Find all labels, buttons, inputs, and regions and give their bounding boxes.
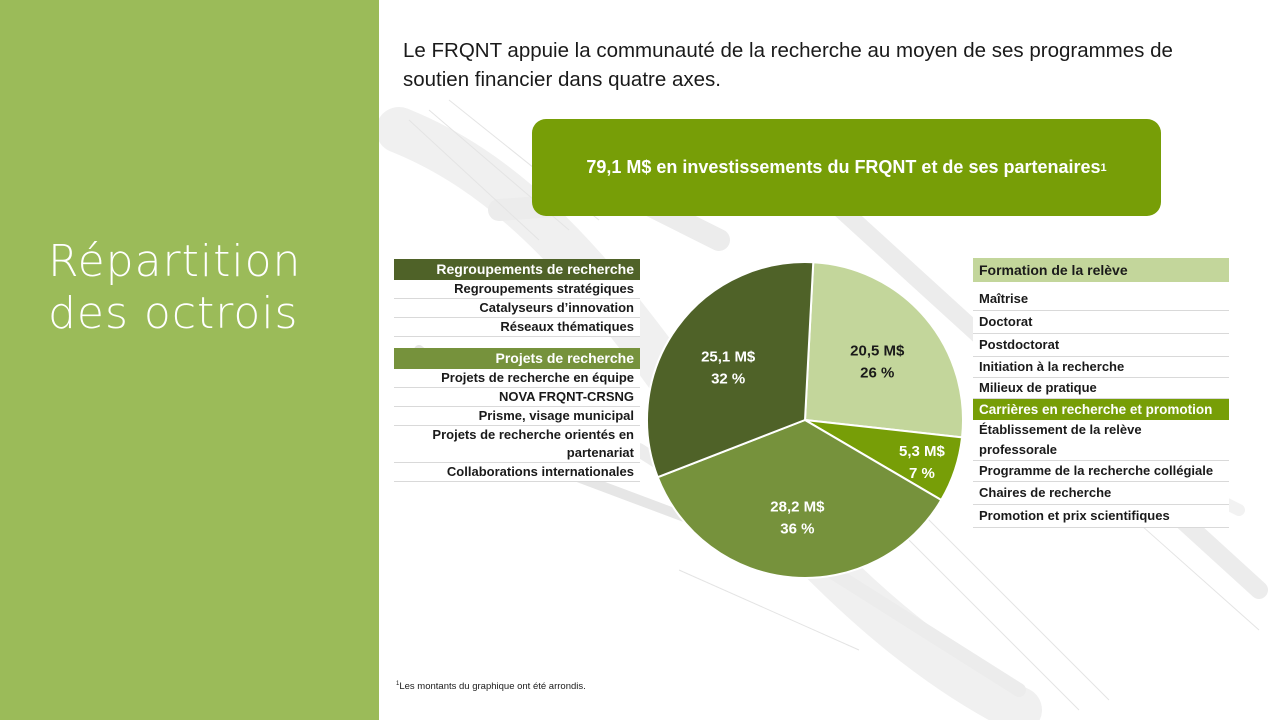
slice-percent-label: 26 % [860,365,894,382]
projets-header: Projets de recherche [394,348,640,369]
slice-amount-label: 20,5 M$ [850,343,905,360]
table-row: Postdoctorat [973,334,1229,357]
projets-table: Projets de recherche Projets de recherch… [394,348,640,482]
formation-table: Formation de la relève Maîtrise Doctorat… [973,258,1229,399]
allocation-pie-chart: 20,5 M$ 26 % 5,3 M$ 7 % 28,2 M$ 36 % 25,1 M$ 32… [646,261,964,579]
intro-text: Le FRQNT appuie la communauté de la rech… [403,39,1173,91]
slide-title: Répartition des octrois [48,236,368,340]
carrieres-header: Carrières en recherche et promotion [973,399,1229,420]
footnote-text: Les montants du graphique ont été arrond… [399,681,586,693]
pie-slice [803,261,964,439]
investment-banner: 79,1 M$ en investissements du FRQNT et d… [532,119,1161,216]
table-row: Projets de recherche orientés en partena… [394,426,640,463]
table-row: Catalyseurs d’innovation [394,299,640,318]
banner-footnote-marker: 1 [1100,161,1107,174]
slice-percent-label: 32 % [711,370,745,387]
table-row: Regroupements stratégiques [394,280,640,299]
table-row: Programme de la recherche collégiale [973,461,1229,482]
slide-title-line-2: des octrois [48,288,299,339]
table-row: Milieux de pratique [973,378,1229,399]
slide-title-line-1: Répartition [48,236,302,287]
table-row: Établissement de la relève professorale [973,420,1229,461]
slice-percent-label: 7 % [909,465,935,482]
formation-header: Formation de la relève [973,258,1229,282]
carrieres-table: Carrières en recherche et promotion Étab… [973,399,1229,528]
pie-slice [646,261,815,479]
footnote: 1Les montants du graphique ont été arron… [396,681,586,692]
slice-percent-label: 36 % [780,520,814,537]
regroupements-table: Regroupements de recherche Regroupements… [394,259,640,337]
table-row: Prisme, visage municipal [394,407,640,426]
table-row: Projets de recherche en équipe [394,369,640,388]
title-panel: Répartition des octrois [0,0,379,720]
slice-amount-label: 28,2 M$ [770,498,825,515]
slice-amount-label: 5,3 M$ [899,443,946,460]
table-row: Promotion et prix scientifiques [973,505,1229,528]
slice-amount-label: 25,1 M$ [701,348,756,365]
table-row: Chaires de recherche [973,482,1229,505]
table-row: Réseaux thématiques [394,318,640,337]
footnote-marker: 1 [396,681,400,687]
table-row: Initiation à la recherche [973,357,1229,378]
table-row: Doctorat [973,311,1229,334]
table-row: Maîtrise [973,288,1229,311]
regroupements-header: Regroupements de recherche [394,259,640,280]
banner-text: 79,1 M$ en investissements du FRQNT et d… [586,157,1101,177]
table-row: Collaborations internationales [394,463,640,482]
table-row: NOVA FRQNT-CRSNG [394,388,640,407]
pie-slice [656,418,943,579]
